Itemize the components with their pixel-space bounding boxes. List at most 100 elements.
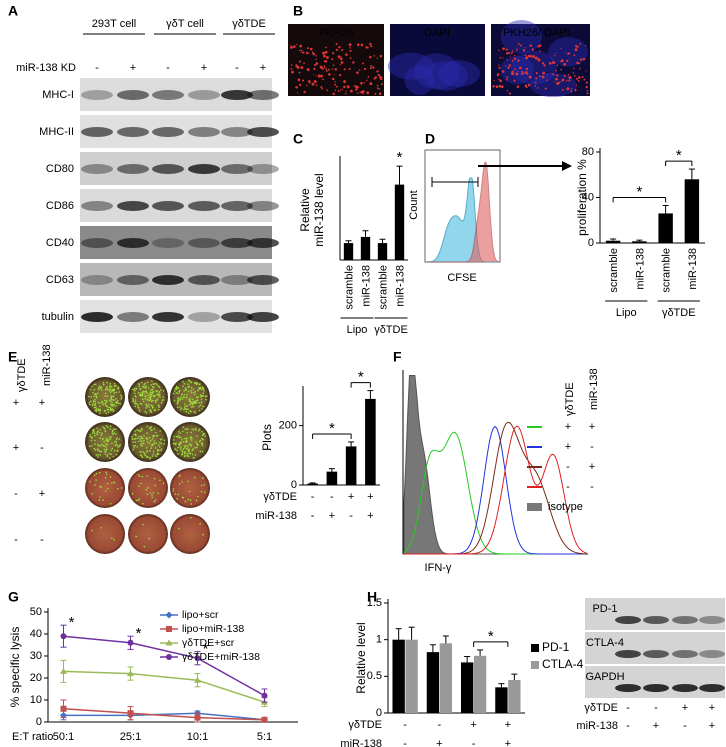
colony [142,523,144,526]
colony [97,408,100,410]
membrane-dot [343,85,346,89]
colony [192,405,195,408]
membrane-dot [326,56,329,59]
colony [193,457,195,459]
membrane-dot [565,51,567,53]
plate [170,468,210,508]
colony [105,404,107,407]
colony [146,441,149,443]
colony [143,435,145,437]
colony [183,406,186,408]
bar [394,184,405,260]
nucleus [438,60,481,87]
colony [175,392,178,394]
membrane-dot [538,44,542,47]
colony [181,394,183,396]
y-tick-label: 80 [582,146,594,158]
membrane-dot [324,50,328,54]
colony [153,442,156,445]
membrane-dot [574,88,577,91]
membrane-dot [527,83,531,87]
colony [144,391,146,393]
bar [326,471,338,485]
colony [107,411,110,414]
colony [104,395,106,397]
colony [109,385,112,388]
colony [202,392,204,395]
x-tick-label: miR-138 [360,265,372,307]
colony [107,482,109,485]
membrane-dot [334,81,337,83]
membrane-dot [325,68,327,70]
membrane-dot [505,52,509,55]
membrane-dot [344,92,347,95]
colony [121,396,123,398]
colony [105,446,107,448]
colony [157,393,160,395]
colony [106,395,109,397]
blot-band [152,164,184,174]
colony [185,448,188,450]
membrane-dot [290,68,293,70]
membrane-dot [566,87,570,91]
colony [174,448,176,451]
colony [152,453,155,455]
colony [148,406,150,408]
membrane-dot [349,57,352,59]
blot-band [188,238,220,248]
colony [151,496,153,499]
colony [189,437,192,440]
colony [182,385,184,388]
colony [115,401,117,403]
colony [154,383,156,385]
colony [147,487,149,489]
colony [111,537,113,540]
membrane-dot [337,55,341,59]
colony [162,390,165,392]
membrane-dot [505,48,508,51]
membrane-dot [520,44,523,47]
plate [170,422,210,462]
colony [94,402,97,405]
blot-band [188,164,220,174]
colony [155,431,157,434]
membrane-dot [506,89,509,92]
colony [146,405,148,408]
membrane-dot [504,65,507,67]
colony [203,491,206,494]
membrane-dot [334,89,337,92]
membrane-dot [315,58,317,61]
colony [187,454,189,457]
colony [112,433,114,436]
colony [199,394,202,396]
colony [108,452,111,455]
colony [199,450,202,453]
colony [179,448,182,451]
sign: - [14,534,18,546]
sign: + [367,510,373,522]
blot-band [247,238,279,248]
colony [182,497,184,499]
colony [110,403,113,406]
membrane-dot [356,43,360,46]
colony [136,429,138,431]
membrane-dot [312,52,316,56]
colony [140,439,142,442]
membrane-dot [340,56,342,58]
colony [120,487,123,489]
colony [181,438,183,441]
colony [172,439,175,441]
membrane-dot [509,56,511,58]
membrane-dot [327,68,330,71]
column-header: γδT cell [166,18,204,30]
colony [116,437,118,439]
membrane-dot [541,62,545,65]
membrane-dot [570,90,573,93]
colony [187,428,189,430]
colony [201,431,203,433]
colony [139,451,141,453]
membrane-dot [555,52,557,55]
membrane-dot [586,92,589,95]
colony [109,503,112,505]
group-label: Lipo [347,324,368,336]
